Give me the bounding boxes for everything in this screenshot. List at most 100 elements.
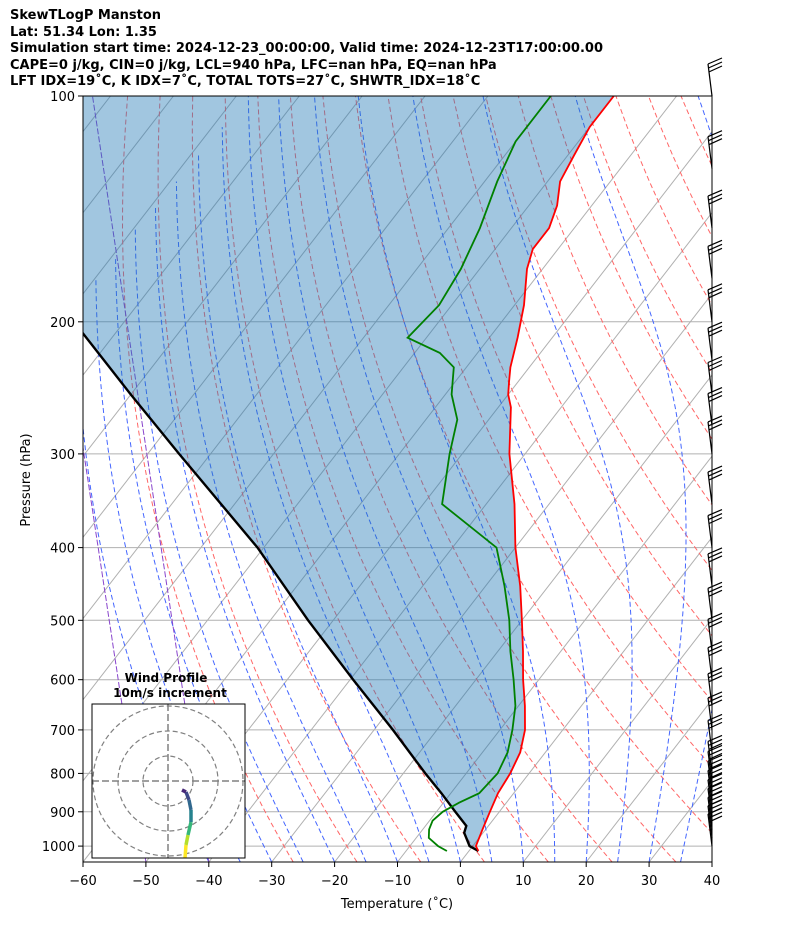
dry-adiabat: [680, 96, 712, 167]
dry-adiabat: [517, 96, 712, 506]
moist-adiabat: [247, 96, 461, 862]
dry-adiabat: [289, 96, 613, 862]
x-tick-label: −10: [384, 874, 411, 889]
stability-indices: LFT IDX=19˚C, K IDX=7˚C, TOTAL TOTS=27˚C…: [10, 74, 481, 89]
inset-subtitle: 10m/s increment: [113, 686, 227, 700]
isotherm-gridline: [522, 617, 712, 862]
moist-adiabat: [134, 228, 304, 862]
wind-barb: [707, 641, 723, 680]
convective-indices: CAPE=0 j/kg, CIN=0 j/kg, LCL=940 hPa, LF…: [10, 57, 497, 73]
moist-adiabat: [314, 96, 524, 862]
y-tick-label: 800: [50, 767, 75, 782]
temperature-line: [474, 96, 615, 852]
dry-adiabat: [191, 96, 422, 862]
dry-adiabat: [714, 96, 794, 862]
dry-adiabat: [257, 96, 549, 862]
hodograph-segment: [184, 791, 191, 801]
x-tick-label: 40: [704, 874, 721, 889]
isotherm-gridline: [83, 96, 237, 295]
isotherm-gridline: [648, 780, 712, 862]
hodograph-segment: [184, 834, 190, 846]
moist-adiabat: [95, 278, 241, 862]
dry-adiabat: [224, 96, 485, 862]
parcel-profile-line: [83, 331, 479, 853]
y-tick-label: 1000: [42, 840, 75, 855]
x-tick-label: −50: [132, 874, 159, 889]
inset-title: Wind Profile: [125, 671, 208, 685]
y-tick-label: 900: [50, 806, 75, 821]
wind-barb: [707, 744, 723, 784]
y-tick-label: 400: [50, 542, 75, 557]
hodograph-segment: [181, 788, 187, 794]
wind-barb: [707, 547, 723, 587]
moist-adiabat: [221, 126, 430, 862]
x-tick-label: 10: [515, 874, 532, 889]
x-tick-label: −40: [195, 874, 222, 889]
y-axis-label: Pressure (hPa): [19, 433, 34, 526]
dry-adiabat: [550, 96, 712, 440]
dry-adiabat: [746, 96, 794, 862]
moist-adiabat: [574, 96, 687, 862]
isotherm-gridline: [83, 96, 300, 376]
isotherm-gridline: [585, 698, 712, 862]
moist-adiabat: [115, 259, 273, 862]
y-tick-label: 300: [50, 448, 75, 463]
isotherm-gridline: [83, 96, 363, 458]
dry-adiabat: [615, 96, 712, 307]
isotherm-gridline: [83, 96, 426, 539]
x-tick-label: 0: [456, 874, 464, 889]
y-tick-label: 600: [50, 674, 75, 689]
wind-barb: [707, 189, 723, 229]
moist-adiabat: [482, 96, 633, 862]
x-tick-label: 30: [641, 874, 658, 889]
isotherm-gridline: [460, 536, 712, 862]
wind-barbs: [707, 57, 723, 847]
cin-cape-shading: [83, 96, 614, 851]
hodograph: [92, 704, 245, 858]
moist-adiabat: [155, 205, 336, 862]
x-axis-label: Temperature (˚C): [340, 896, 453, 912]
x-tick-label: −60: [69, 874, 96, 889]
dry-adiabat: [648, 96, 712, 238]
x-tick-label: 20: [578, 874, 595, 889]
dry-adiabat: [355, 96, 712, 834]
y-tick-label: 700: [50, 724, 75, 739]
isotherm-gridline: [334, 374, 712, 862]
x-tick-label: −20: [321, 874, 348, 889]
chart-title: SkewTLogP Manston: [10, 8, 162, 23]
location-coordinates: Lat: 51.34 Lon: 1.35: [10, 24, 157, 40]
simulation-times: Simulation start time: 2024-12-23_00:00:…: [10, 41, 603, 56]
y-axis: 100 200 300 400 500 600 700 800 900 1000: [42, 90, 83, 855]
dry-adiabat: [485, 96, 712, 572]
moist-adiabat: [198, 155, 398, 862]
isotherm-gridline: [208, 211, 712, 862]
hodograph-segment: [186, 821, 193, 836]
wind-barb: [707, 130, 723, 169]
plot-area: [83, 96, 794, 862]
isotherm-gridline: [83, 96, 552, 701]
chart-header: SkewTLogP Manston Lat: 51.34 Lon: 1.35 S…: [10, 8, 603, 91]
isotherm-gridline: [711, 861, 712, 862]
inset-frame: [91, 703, 246, 859]
moist-adiabat: [711, 859, 712, 862]
wind-barb: [707, 321, 723, 361]
y-tick-label: 100: [50, 90, 75, 105]
wind-barb: [707, 509, 723, 548]
wind-barb: [707, 581, 723, 621]
wind-barb: [707, 57, 723, 97]
wind-barb: [707, 386, 723, 426]
y-tick-label: 500: [50, 614, 75, 629]
isotherm-gridline: [83, 96, 489, 620]
isotherm-gridline: [271, 293, 712, 862]
hodograph-segment: [183, 844, 188, 858]
x-tick-label: −30: [258, 874, 285, 889]
x-axis: −60 −50 −40 −30 −20 −10 0 10 20 30 40: [69, 862, 720, 889]
wind-barb: [707, 667, 723, 706]
dry-adiabat: [121, 96, 294, 862]
wind-barb: [707, 465, 723, 505]
wind-barb: [707, 415, 723, 454]
wind-barb: [707, 355, 723, 395]
dry-adiabat: [582, 96, 712, 374]
moist-adiabat: [175, 181, 367, 862]
